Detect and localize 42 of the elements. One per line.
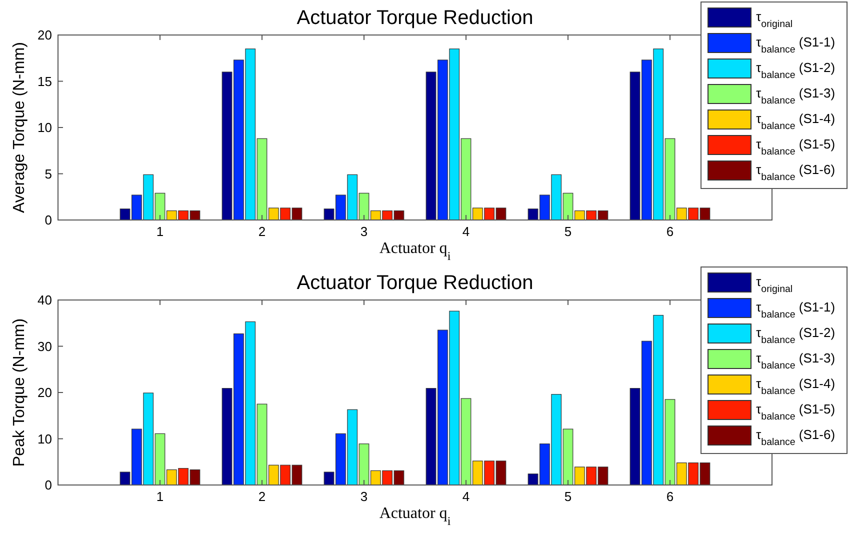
legend-label: τ$_{balance}$ (S1-4) <box>756 111 836 132</box>
legend-label: τ$_{balance}$ (S1-2) <box>756 60 836 80</box>
y-tick-label: 15 <box>38 74 52 89</box>
legend-label: τ$_{original}$ <box>756 9 793 30</box>
legend-label: τ$_{balance}$ (S1-4) <box>756 376 836 396</box>
y-tick-label: 40 <box>38 292 52 308</box>
x-axis-title: Actuator q$_{i}$ <box>379 240 452 263</box>
legend-label: τ$_{original}$ <box>756 274 793 294</box>
x-tick-label: 6 <box>666 224 674 239</box>
y-tick-label: 0 <box>44 212 52 228</box>
legend-label: τ$_{balance}$ (S1-1) <box>756 34 836 55</box>
x-axis-title: Actuator q$_{i}$ <box>379 505 452 528</box>
x-tick-label: 5 <box>564 489 572 504</box>
legend-label: τ$_{balance}$ (S1-6) <box>756 427 836 448</box>
y-tick-label: 0 <box>44 478 52 493</box>
x-tick-label: 3 <box>360 489 368 504</box>
chart-title: Actuator Torque Reduction <box>296 7 534 29</box>
chart-title: Actuator Torque Reduction <box>296 272 534 294</box>
legend-label: τ$_{balance}$ (S1-5) <box>756 402 836 422</box>
y-tick-label: 10 <box>38 120 52 136</box>
x-tick-label: 2 <box>258 489 266 504</box>
legend-label: τ$_{balance}$ (S1-2) <box>756 325 836 346</box>
legend-label: τ$_{balance}$ (S1-6) <box>756 162 836 182</box>
y-axis-title: Average Torque (N-mm) <box>11 42 28 214</box>
legend-label: τ$_{balance}$ (S1-5) <box>756 136 836 157</box>
y-tick-label: 10 <box>38 431 52 446</box>
y-tick-label: 30 <box>38 338 52 354</box>
x-tick-label: 4 <box>462 224 470 239</box>
x-tick-label: 1 <box>156 489 164 504</box>
y-tick-label: 20 <box>38 385 52 400</box>
y-tick-label: 5 <box>44 166 52 182</box>
x-tick-label: 5 <box>564 224 572 239</box>
y-tick-label: 20 <box>38 28 52 43</box>
x-tick-label: 2 <box>258 224 266 239</box>
legend-label: τ$_{balance}$ (S1-1) <box>756 300 836 320</box>
legend-label: τ$_{balance}$ (S1-3) <box>756 86 836 106</box>
legend-label: τ$_{balance}$ (S1-3) <box>756 350 836 371</box>
x-tick-label: 3 <box>360 224 368 239</box>
x-tick-label: 1 <box>156 224 164 239</box>
y-axis-title: Peak Torque (N-mm) <box>11 318 28 467</box>
x-tick-label: 6 <box>666 489 674 504</box>
x-tick-label: 4 <box>462 489 470 504</box>
